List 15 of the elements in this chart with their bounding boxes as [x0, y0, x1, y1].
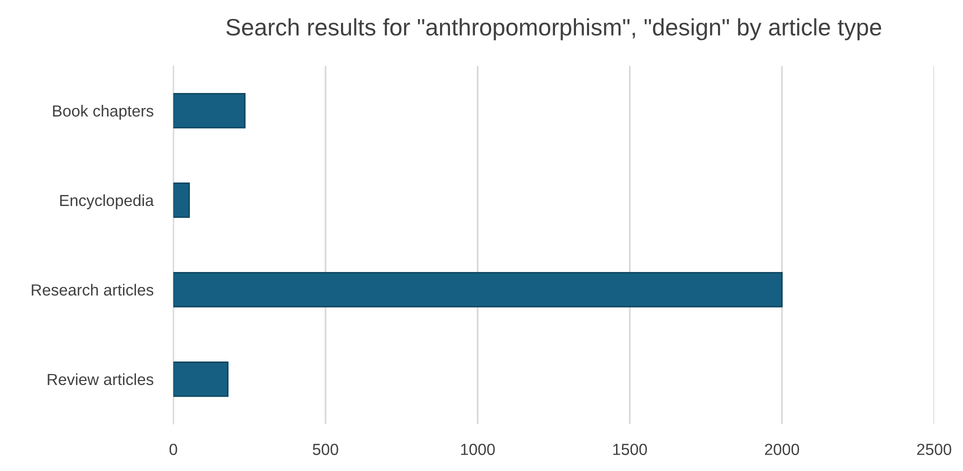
x-tick-label: 2500 [917, 444, 952, 456]
bar [173, 272, 783, 308]
chart-title: Search results for "anthropomorphism", "design" by article type [226, 18, 882, 40]
bar [173, 92, 246, 128]
y-tick-label: Review articles [48, 373, 154, 386]
y-tick-label: Encyclopedia [60, 194, 154, 210]
x-tick-label: 1500 [613, 444, 647, 456]
bar [173, 182, 190, 218]
x-tick-label: 2000 [764, 444, 800, 456]
bar [173, 361, 229, 397]
y-tick-label: Book chapters [53, 104, 154, 120]
x-tick-label: 500 [312, 444, 338, 456]
x-tick-label: 0 [170, 444, 178, 456]
y-tick-label: Research articles [32, 284, 154, 296]
x-tick-label: 1000 [461, 444, 495, 456]
